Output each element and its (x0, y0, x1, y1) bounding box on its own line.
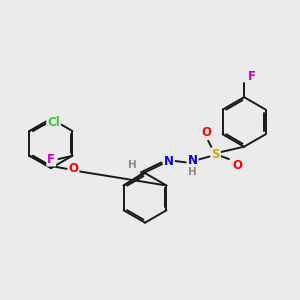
Text: H: H (128, 160, 137, 170)
Text: F: F (248, 70, 255, 83)
Text: F: F (47, 153, 55, 166)
Text: S: S (212, 148, 220, 161)
Text: H: H (188, 167, 196, 177)
Text: N: N (164, 155, 174, 168)
Text: O: O (202, 126, 212, 139)
Text: O: O (68, 163, 78, 176)
Text: N: N (188, 154, 198, 167)
Text: O: O (232, 158, 242, 172)
Text: Cl: Cl (47, 116, 60, 129)
